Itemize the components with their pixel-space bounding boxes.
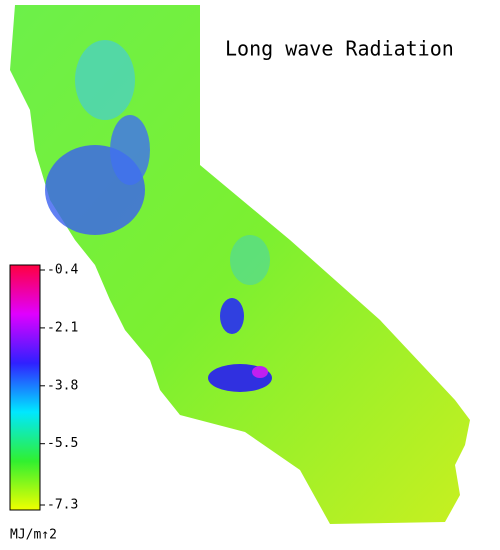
radiation-region (220, 298, 244, 334)
map-title: Long wave Radiation (225, 37, 454, 61)
radiation-region (110, 115, 150, 185)
colorbar-tick-label: -3.8 (47, 378, 78, 393)
colorbar (9, 264, 41, 511)
colorbar-tick-label: -2.1 (47, 320, 78, 335)
radiation-region (252, 366, 268, 378)
colorbar-tick-label: -7.3 (47, 498, 78, 513)
colorbar-tick-label: -5.5 (47, 436, 78, 451)
radiation-region (230, 235, 270, 285)
colorbar-tick-label: -0.4 (47, 263, 78, 278)
radiation-region (75, 40, 135, 120)
california (10, 5, 470, 524)
colorbar-unit: MJ/m↑2 (10, 528, 57, 543)
